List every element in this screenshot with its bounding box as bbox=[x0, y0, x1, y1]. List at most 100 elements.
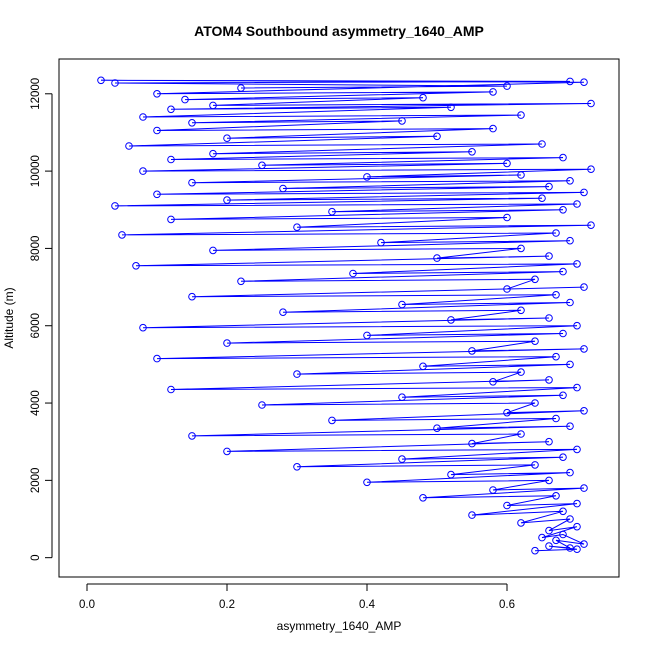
data-point bbox=[181, 95, 189, 104]
data-point bbox=[139, 167, 147, 175]
data-point bbox=[566, 236, 574, 245]
y-tick-label: 4000 bbox=[30, 390, 42, 416]
data-point bbox=[125, 142, 133, 150]
data-point bbox=[573, 445, 581, 454]
data-point bbox=[223, 339, 231, 347]
data-point bbox=[153, 90, 161, 98]
data-point bbox=[566, 422, 574, 431]
data-point bbox=[566, 298, 574, 307]
data-point bbox=[552, 492, 560, 500]
data-point bbox=[566, 515, 574, 523]
data-point bbox=[468, 511, 476, 519]
data-point bbox=[489, 88, 497, 96]
data-point bbox=[545, 437, 553, 446]
data-point bbox=[209, 149, 217, 158]
data-point bbox=[188, 292, 196, 301]
data-point bbox=[573, 383, 581, 392]
x-tick-label: 0.0 bbox=[79, 599, 95, 611]
data-point bbox=[545, 252, 553, 260]
data-point bbox=[573, 499, 581, 508]
data-point bbox=[111, 202, 119, 210]
data-point bbox=[447, 103, 455, 112]
y-tick-label: 12000 bbox=[30, 78, 42, 110]
data-point bbox=[328, 416, 336, 425]
data-point bbox=[209, 246, 217, 255]
data-point bbox=[573, 321, 581, 330]
y-tick-label: 2000 bbox=[30, 468, 42, 494]
data-point bbox=[489, 378, 497, 386]
data-point bbox=[566, 177, 574, 185]
series-line bbox=[100, 79, 592, 552]
data-point bbox=[559, 507, 567, 516]
data-point bbox=[566, 77, 574, 86]
data-point bbox=[580, 540, 588, 548]
data-point bbox=[293, 223, 301, 231]
data-point bbox=[349, 269, 357, 278]
data-point bbox=[328, 207, 336, 216]
data-point bbox=[503, 159, 511, 168]
data-point bbox=[566, 360, 574, 369]
data-point bbox=[132, 262, 140, 270]
data-point bbox=[118, 231, 126, 239]
data-point bbox=[552, 536, 560, 545]
data-point bbox=[468, 439, 476, 448]
data-point bbox=[398, 393, 406, 402]
data-point bbox=[517, 306, 525, 315]
y-tick-label: 8000 bbox=[30, 236, 42, 262]
data-point bbox=[566, 544, 574, 552]
data-point bbox=[237, 84, 245, 92]
data-point bbox=[398, 300, 406, 309]
chart-title: ATOM4 Southbound asymmetry_1640_AMP bbox=[194, 23, 484, 39]
data-point bbox=[139, 113, 147, 121]
data-point bbox=[503, 285, 511, 293]
data-point bbox=[398, 455, 406, 463]
data-point bbox=[531, 546, 539, 555]
data-point bbox=[545, 542, 553, 550]
data-point bbox=[447, 316, 455, 324]
data-point bbox=[139, 323, 147, 332]
data-point bbox=[153, 354, 161, 363]
data-point bbox=[363, 478, 371, 487]
y-axis-label: Altitude (m) bbox=[2, 287, 16, 348]
data-point bbox=[279, 308, 287, 317]
data-point bbox=[223, 196, 231, 204]
data-point bbox=[559, 206, 567, 214]
data-point bbox=[559, 153, 567, 162]
data-point bbox=[188, 178, 196, 187]
y-axis: 0 2000 4000 6000 8000 10000 12000 bbox=[30, 78, 53, 561]
data-point bbox=[489, 124, 497, 133]
data-point bbox=[167, 215, 175, 224]
data-point bbox=[517, 171, 525, 179]
y-tick-label: 0 bbox=[30, 554, 42, 560]
data-point bbox=[552, 414, 560, 423]
data-point bbox=[188, 119, 196, 127]
data-point bbox=[517, 244, 525, 253]
data-point bbox=[293, 463, 301, 471]
data-point bbox=[167, 105, 175, 114]
data-point bbox=[398, 117, 406, 125]
x-tick-label: 0.2 bbox=[219, 599, 235, 611]
data-point bbox=[237, 277, 245, 286]
data-point bbox=[447, 470, 455, 479]
data-point bbox=[517, 519, 525, 527]
data-point bbox=[545, 526, 553, 535]
data-point bbox=[531, 337, 539, 346]
data-point bbox=[419, 494, 427, 502]
data-point bbox=[517, 111, 525, 119]
data-point bbox=[587, 99, 595, 108]
data-point bbox=[587, 165, 595, 173]
data-point bbox=[580, 78, 588, 86]
data-point bbox=[433, 254, 441, 262]
data-point bbox=[503, 408, 511, 417]
data-point bbox=[552, 229, 560, 237]
data-point bbox=[538, 140, 546, 148]
data-point bbox=[517, 430, 525, 438]
data-point bbox=[538, 533, 546, 542]
plot-area bbox=[97, 76, 595, 555]
data-point bbox=[293, 370, 301, 378]
data-point bbox=[433, 132, 441, 141]
data-point bbox=[209, 101, 217, 110]
